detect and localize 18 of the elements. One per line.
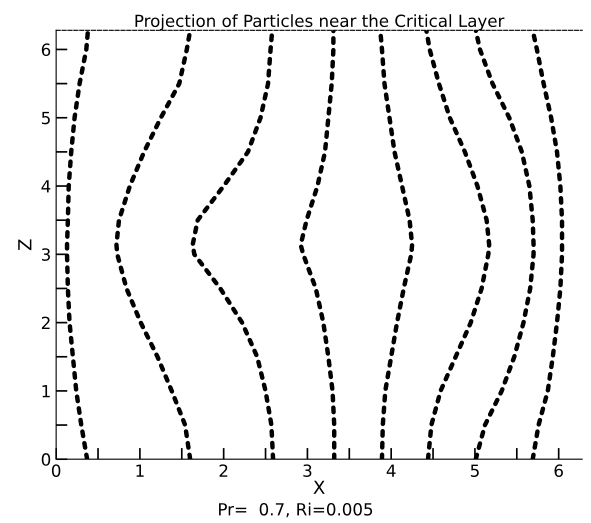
x-tick-label: 1 [136, 464, 144, 477]
y-tick-label: 5 [42, 112, 50, 124]
chart-title: Projection of Particles near the Critical Layer [136, 14, 504, 30]
x-tick-label: 5 [470, 464, 479, 477]
y-tick-label: 2 [42, 316, 50, 329]
y-axis-title: Z [18, 239, 32, 250]
x-tick-label: 4 [386, 464, 396, 477]
y-tick-label: 6 [42, 43, 50, 56]
y-tick-label: 1 [42, 385, 50, 398]
x-tick-label: 6 [554, 464, 563, 477]
x-tick-label: 2 [220, 464, 228, 477]
y-tick-label: 4 [41, 180, 50, 192]
text: Pr= 0.7, Ri=0.005 [219, 502, 372, 518]
x-tick-label: 3 [303, 464, 312, 477]
y-tick-label: 0 [42, 453, 50, 466]
x-tick-label: 0 [52, 464, 60, 477]
y-tick-label: 3 [42, 248, 50, 261]
x-axis-title: X [313, 480, 325, 494]
